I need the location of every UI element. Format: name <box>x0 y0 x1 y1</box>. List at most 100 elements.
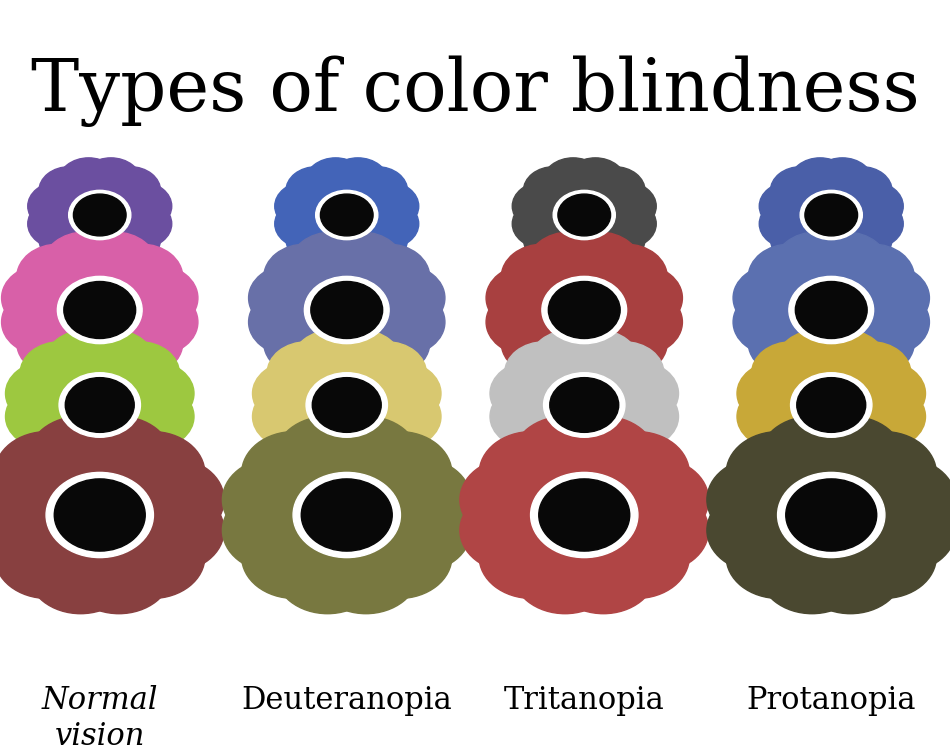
Circle shape <box>347 215 408 263</box>
Circle shape <box>531 473 637 558</box>
Circle shape <box>599 265 682 331</box>
Circle shape <box>584 244 667 310</box>
Circle shape <box>114 385 194 448</box>
Circle shape <box>737 385 817 448</box>
Circle shape <box>314 530 419 614</box>
Circle shape <box>100 342 180 405</box>
Circle shape <box>222 489 328 572</box>
Circle shape <box>54 479 145 551</box>
Circle shape <box>523 167 584 215</box>
Circle shape <box>347 515 452 599</box>
Circle shape <box>558 322 641 388</box>
Circle shape <box>39 215 100 263</box>
Text: Normal
vision: Normal vision <box>42 685 158 752</box>
Circle shape <box>559 416 638 480</box>
Circle shape <box>293 416 372 480</box>
Circle shape <box>314 416 419 500</box>
Circle shape <box>6 385 86 448</box>
Circle shape <box>301 479 392 551</box>
Circle shape <box>603 489 709 572</box>
Circle shape <box>0 431 100 515</box>
Circle shape <box>512 458 656 572</box>
Circle shape <box>486 289 569 355</box>
Circle shape <box>241 431 347 515</box>
Circle shape <box>119 458 224 541</box>
Circle shape <box>548 281 620 339</box>
Circle shape <box>726 431 831 515</box>
Circle shape <box>347 405 427 468</box>
Circle shape <box>798 530 903 614</box>
Circle shape <box>290 232 373 298</box>
Circle shape <box>347 342 427 405</box>
Circle shape <box>565 224 626 272</box>
Circle shape <box>328 224 389 272</box>
Circle shape <box>305 158 366 207</box>
Circle shape <box>831 405 911 468</box>
Circle shape <box>58 224 119 272</box>
Circle shape <box>305 224 366 272</box>
Circle shape <box>559 330 638 394</box>
Circle shape <box>502 244 584 310</box>
Circle shape <box>831 244 914 310</box>
Circle shape <box>47 473 153 558</box>
Circle shape <box>486 265 569 331</box>
Circle shape <box>241 515 347 599</box>
Circle shape <box>275 458 419 572</box>
Circle shape <box>74 416 154 480</box>
Circle shape <box>286 167 347 215</box>
Circle shape <box>504 342 584 405</box>
Circle shape <box>558 232 641 298</box>
Circle shape <box>805 194 858 236</box>
Circle shape <box>733 265 816 331</box>
Circle shape <box>39 167 100 215</box>
Circle shape <box>530 362 638 448</box>
Circle shape <box>527 232 611 298</box>
Circle shape <box>305 182 389 248</box>
Circle shape <box>812 224 873 272</box>
Circle shape <box>286 215 347 263</box>
Circle shape <box>253 362 332 425</box>
Circle shape <box>0 489 81 572</box>
Circle shape <box>100 431 205 515</box>
Circle shape <box>831 215 892 263</box>
Circle shape <box>57 277 142 344</box>
Circle shape <box>790 372 872 437</box>
Circle shape <box>64 281 136 339</box>
Circle shape <box>550 378 618 432</box>
Circle shape <box>846 385 925 448</box>
Circle shape <box>778 473 884 558</box>
Circle shape <box>490 385 570 448</box>
Circle shape <box>777 330 857 394</box>
Circle shape <box>789 182 873 248</box>
Circle shape <box>290 265 404 355</box>
Circle shape <box>812 158 873 207</box>
Circle shape <box>733 289 816 355</box>
Circle shape <box>275 182 335 231</box>
Circle shape <box>542 277 627 344</box>
Circle shape <box>361 385 441 448</box>
Circle shape <box>347 431 452 515</box>
Circle shape <box>596 182 656 231</box>
Circle shape <box>596 200 656 248</box>
Circle shape <box>846 289 929 355</box>
Circle shape <box>111 200 172 248</box>
Circle shape <box>321 330 401 394</box>
Circle shape <box>603 458 709 541</box>
Circle shape <box>2 265 85 331</box>
Circle shape <box>737 362 817 425</box>
Circle shape <box>502 310 584 376</box>
Circle shape <box>759 458 903 572</box>
Circle shape <box>321 416 401 480</box>
Circle shape <box>304 277 390 344</box>
Circle shape <box>795 281 867 339</box>
Circle shape <box>81 224 142 272</box>
Circle shape <box>565 158 626 207</box>
Circle shape <box>249 289 332 355</box>
Circle shape <box>347 167 408 215</box>
Circle shape <box>798 416 903 500</box>
Circle shape <box>789 158 850 207</box>
Text: Types of color blindness: Types of color blindness <box>30 55 920 127</box>
Circle shape <box>759 182 820 231</box>
Circle shape <box>751 342 831 405</box>
Circle shape <box>530 416 610 480</box>
